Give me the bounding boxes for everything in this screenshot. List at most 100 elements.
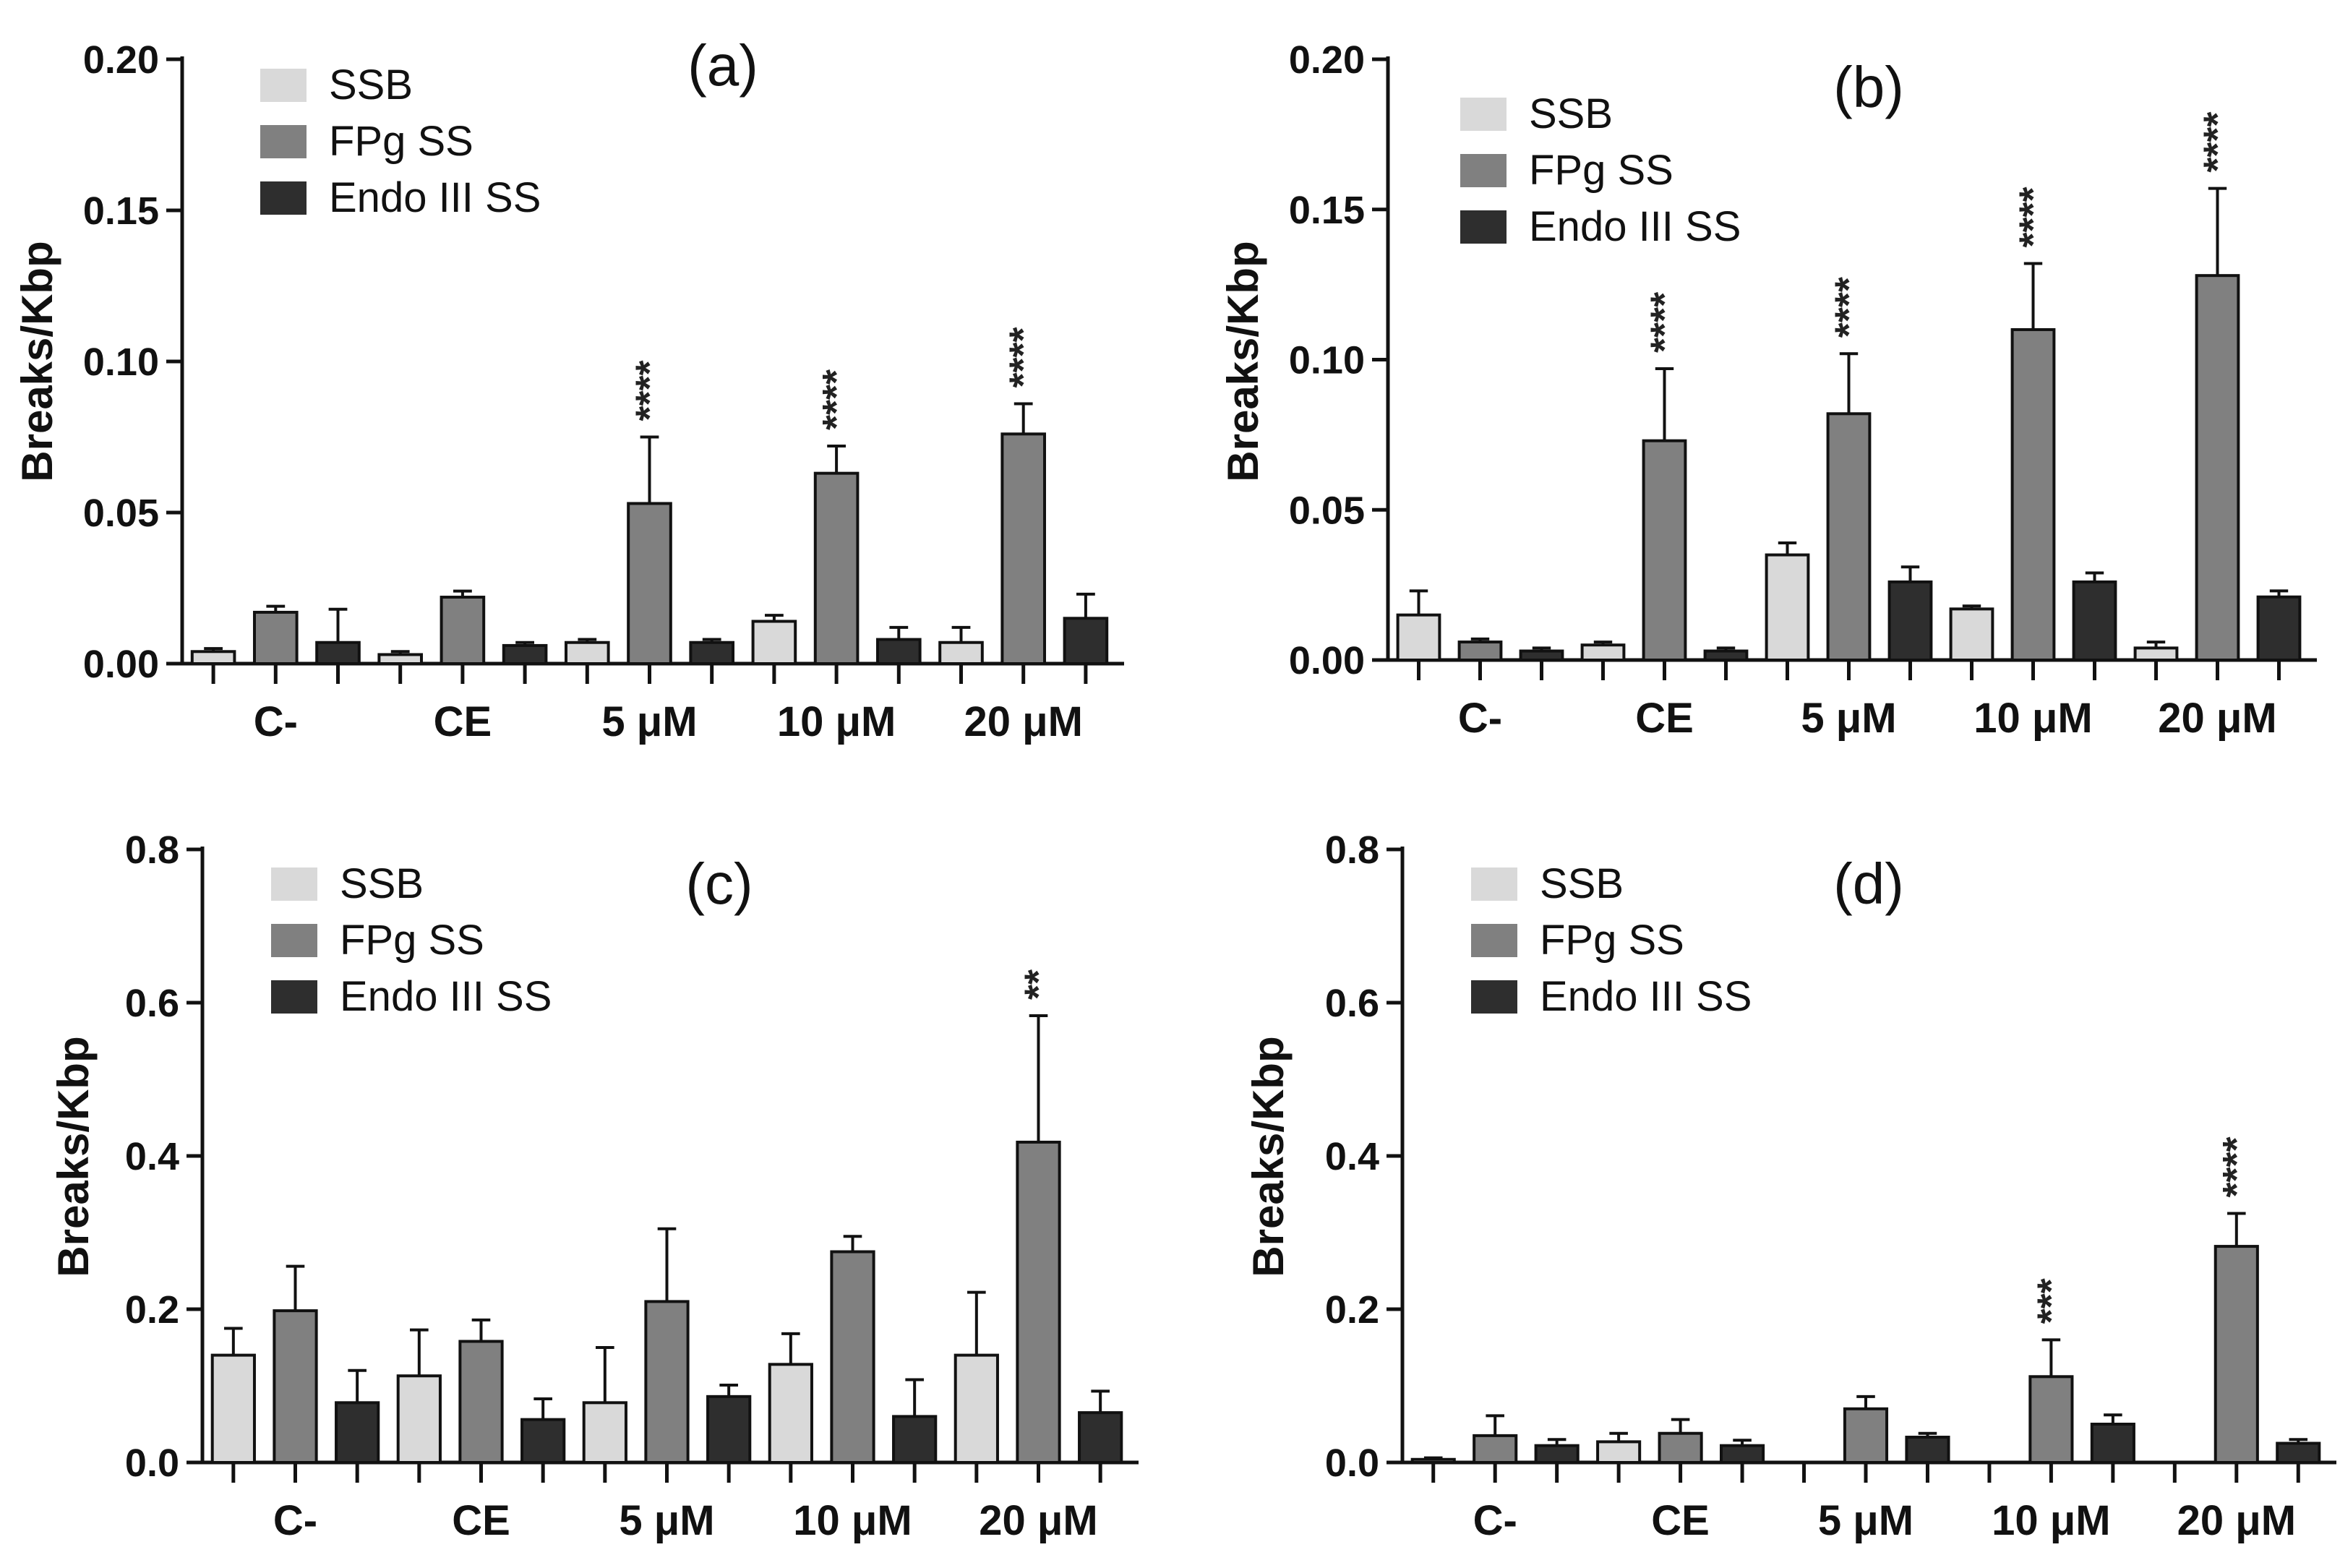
bar	[2010, 327, 2056, 661]
bar	[2072, 580, 2117, 661]
bar	[689, 641, 735, 665]
y-tick-label: 0.15	[1289, 189, 1365, 232]
bar	[1534, 1444, 1580, 1465]
bar	[2276, 1441, 2321, 1464]
legend-swatch	[1471, 980, 1517, 1014]
bar	[1826, 412, 1872, 661]
x-tick-label: 10 μM	[777, 698, 896, 745]
bar	[1642, 439, 1687, 661]
y-tick-label: 0.8	[1325, 828, 1379, 872]
bar	[396, 1374, 442, 1464]
bar	[1765, 553, 1810, 662]
chart-panel-1: 0.00 0.05 0.10 0.15 0.20 Breaks/Kbp (a) C- CE 5 μ…	[13, 33, 1124, 745]
legend-label: SSB	[329, 61, 413, 108]
x-tick-label: C-	[273, 1497, 317, 1544]
bar	[564, 641, 610, 665]
bar	[644, 1300, 690, 1465]
y-tick-label: 0.4	[1325, 1135, 1379, 1178]
y-tick-label: 0.05	[83, 492, 159, 535]
bar	[377, 653, 424, 666]
y-tick-label: 0.05	[1289, 489, 1365, 532]
legend-label: FPg SS	[329, 118, 473, 165]
legend-label: SSB	[1540, 860, 1624, 907]
significance-label: ****	[628, 360, 672, 421]
legend-swatch	[1471, 867, 1517, 901]
legend-swatch	[1460, 210, 1507, 244]
legend-label: SSB	[340, 860, 424, 907]
x-tick-label: 20 μM	[979, 1497, 1097, 1544]
bar	[190, 650, 236, 666]
x-tick-label: 20 μM	[2177, 1497, 2296, 1544]
y-axis-title: Breaks/Kbp	[1219, 241, 1267, 481]
y-tick-label: 0.0	[1325, 1441, 1379, 1485]
y-tick-label: 0.0	[125, 1441, 179, 1485]
chart-panel-3: 0.0 0.2 0.4 0.6 0.8 Breaks/Kbp (c) C- CE 5 μM 10 μ…	[49, 828, 1139, 1544]
chart-panel-4: 0.0 0.2 0.4 0.6 0.8 Breaks/Kbp (d) C- CE 5 μM 10 μ…	[1244, 828, 2336, 1544]
legend-label: FPg SS	[340, 917, 484, 964]
x-tick-label: C-	[1458, 695, 1502, 742]
bar	[875, 638, 922, 665]
x-tick-label: 5 μM	[619, 1497, 714, 1544]
x-tick-label: CE	[1651, 1497, 1710, 1544]
panel-label: (c)	[685, 852, 753, 916]
legend-label: Endo III SS	[1540, 973, 1752, 1020]
legend-swatch	[260, 69, 307, 102]
x-tick-label: 10 μM	[1973, 695, 2092, 742]
bar	[1063, 617, 1109, 665]
bar	[273, 1309, 318, 1464]
legend-swatch	[260, 181, 307, 215]
bar	[315, 641, 361, 665]
legend-swatch	[271, 867, 317, 901]
bar	[2195, 274, 2240, 662]
bar	[502, 643, 548, 665]
bar	[2256, 595, 2302, 661]
bar	[1410, 1457, 1456, 1465]
bar	[1457, 641, 1503, 662]
bar	[582, 1401, 627, 1464]
y-tick-label: 0.15	[83, 189, 159, 233]
y-tick-label: 0.4	[125, 1135, 179, 1178]
x-tick-label: CE	[1635, 695, 1694, 742]
bar	[751, 620, 797, 665]
bar	[1396, 613, 1441, 661]
y-tick-label: 0.6	[1325, 982, 1379, 1025]
significance-label: **	[1017, 969, 1060, 1000]
bar	[520, 1418, 566, 1465]
bar	[440, 596, 486, 665]
x-tick-label: CE	[434, 698, 492, 745]
bar	[892, 1415, 938, 1465]
bar	[335, 1401, 380, 1464]
x-tick-label: 5 μM	[601, 698, 697, 745]
bar	[1473, 1434, 1518, 1465]
x-tick-label: 10 μM	[1992, 1497, 2110, 1544]
y-tick-label: 0.8	[125, 828, 179, 872]
bar	[1887, 580, 1933, 661]
bar	[458, 1340, 504, 1465]
x-tick-label: 10 μM	[793, 1497, 912, 1544]
bar	[2028, 1375, 2074, 1465]
legend-label: FPg SS	[1529, 147, 1673, 194]
y-tick-label: 0.20	[83, 38, 159, 82]
bar	[706, 1395, 752, 1464]
y-tick-label: 0.6	[125, 982, 179, 1025]
y-tick-label: 0.10	[83, 340, 159, 384]
significance-label: ****	[2012, 187, 2055, 247]
bar	[1016, 1140, 1061, 1465]
bar	[813, 471, 860, 665]
bar	[830, 1250, 875, 1464]
legend-swatch	[1460, 98, 1507, 131]
chart-panel-2: 0.00 0.05 0.10 0.15 0.20 Breaks/Kbp (b) C- CE 5 μ…	[1219, 38, 2317, 742]
bar	[252, 610, 299, 665]
bar	[953, 1353, 999, 1464]
bar	[210, 1353, 256, 1464]
x-tick-label: 5 μM	[1801, 695, 1896, 742]
significance-label: ****	[1827, 277, 1871, 338]
panel-label: (a)	[687, 33, 758, 98]
y-tick-label: 0.00	[83, 643, 159, 686]
y-tick-label: 0.2	[1325, 1288, 1379, 1332]
x-tick-label: 20 μM	[964, 698, 1082, 745]
bar	[2213, 1245, 2259, 1464]
y-axis-title: Breaks/Kbp	[1244, 1036, 1293, 1277]
y-tick-label: 0.2	[125, 1288, 179, 1332]
